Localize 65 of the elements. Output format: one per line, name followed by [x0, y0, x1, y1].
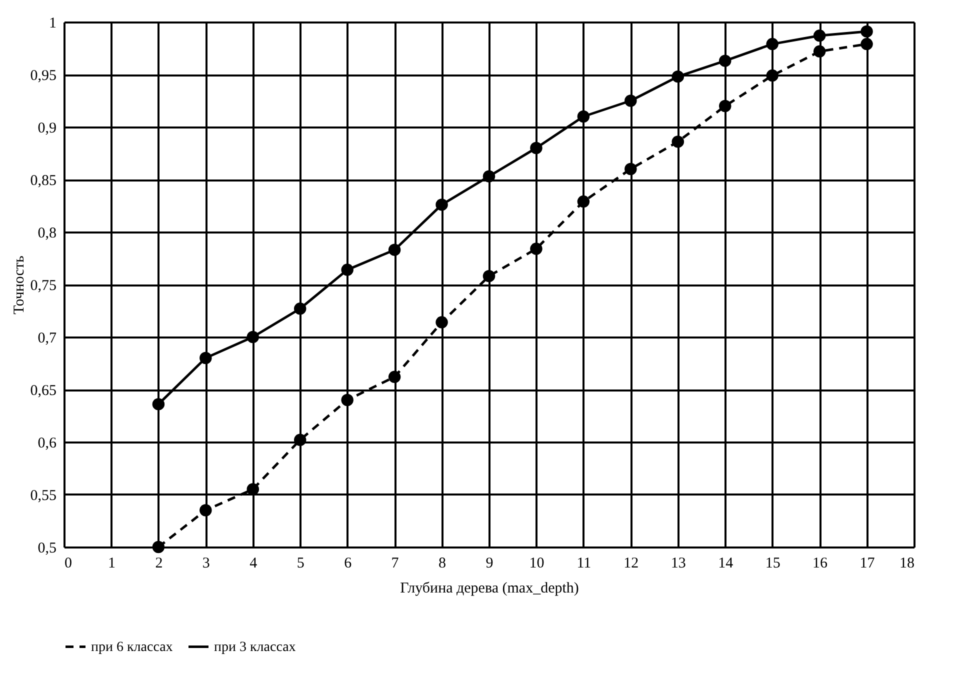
point	[200, 504, 212, 516]
point	[294, 434, 306, 446]
x-tick-label: 14	[718, 556, 734, 572]
x-tick-label: 3	[202, 556, 210, 572]
x-tick-label: 11	[576, 556, 592, 572]
y-tick-label: 0,5	[38, 540, 56, 556]
point	[766, 69, 778, 82]
point	[766, 38, 778, 50]
point	[341, 264, 354, 276]
y-tick-label: 0,65	[30, 383, 56, 399]
x-tick-label: 9	[486, 556, 494, 572]
x-tick-label: 10	[529, 556, 544, 572]
point	[294, 302, 306, 315]
point	[530, 142, 542, 154]
point	[672, 136, 684, 148]
x-tick-label: 18	[900, 556, 914, 572]
y-tick-label: 0,9	[38, 120, 56, 136]
point	[718, 54, 732, 67]
y-tick-label: 0,55	[30, 488, 56, 504]
point	[860, 25, 873, 38]
x-tick-label: 15	[765, 556, 780, 572]
legend-label: при 3 классах	[214, 640, 296, 655]
x-tick-label: 17	[860, 556, 876, 572]
legend-label: при 6 классах	[91, 640, 173, 655]
point	[577, 195, 590, 208]
x-tick-label: 0	[64, 556, 72, 572]
point	[718, 100, 732, 112]
x-tick-label: 4	[250, 556, 258, 572]
y-tick-label: 0,95	[30, 68, 56, 84]
point	[624, 162, 637, 176]
point	[200, 352, 212, 364]
point	[482, 270, 496, 282]
y-tick-label: 1	[49, 16, 56, 32]
y-tick-label: 0,6	[38, 436, 57, 452]
point	[152, 398, 165, 410]
point	[813, 30, 826, 42]
point	[672, 70, 684, 83]
point	[624, 94, 637, 107]
y-tick-label: 0,7	[38, 330, 57, 346]
x-tick-label: 1	[108, 556, 116, 572]
x-tick-label: 13	[670, 556, 686, 572]
point	[341, 394, 354, 406]
point	[388, 370, 401, 384]
x-tick-label: 6	[344, 556, 352, 572]
point	[530, 242, 542, 255]
x-tick-label: 8	[438, 556, 446, 572]
point	[436, 198, 448, 211]
y-tick-label: 0,75	[30, 278, 56, 294]
point	[152, 540, 165, 554]
point	[436, 316, 448, 328]
point	[860, 38, 873, 50]
y-tick-label: 0,8	[38, 226, 56, 242]
point	[577, 110, 590, 123]
point	[246, 330, 260, 344]
y-tick-label: 0,85	[30, 173, 56, 189]
y-axis-title: Точность	[11, 256, 28, 314]
x-tick-label: 7	[391, 556, 400, 572]
x-tick-label: 16	[812, 556, 828, 572]
x-tick-label: 5	[296, 556, 304, 572]
point	[482, 170, 496, 182]
point	[813, 45, 826, 58]
x-tick-label: 12	[624, 556, 639, 572]
x-tick-label: 2	[155, 556, 163, 572]
x-axis-title: Глубина дерева (max_depth)	[400, 580, 579, 596]
point	[388, 244, 401, 256]
